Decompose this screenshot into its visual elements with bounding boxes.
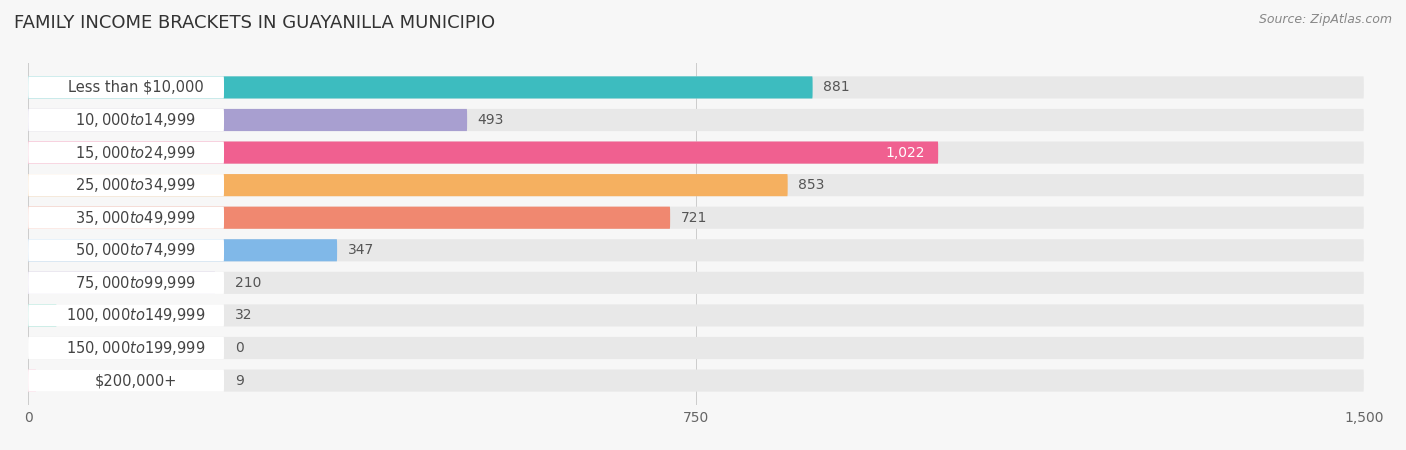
Text: 493: 493 — [478, 113, 505, 127]
FancyBboxPatch shape — [28, 109, 467, 131]
FancyBboxPatch shape — [28, 76, 1364, 99]
FancyBboxPatch shape — [28, 174, 224, 196]
Text: 721: 721 — [681, 211, 707, 225]
FancyBboxPatch shape — [28, 207, 671, 229]
Text: FAMILY INCOME BRACKETS IN GUAYANILLA MUNICIPIO: FAMILY INCOME BRACKETS IN GUAYANILLA MUN… — [14, 14, 495, 32]
FancyBboxPatch shape — [28, 174, 787, 196]
FancyBboxPatch shape — [28, 239, 337, 261]
FancyBboxPatch shape — [28, 304, 56, 327]
FancyBboxPatch shape — [28, 304, 224, 327]
FancyBboxPatch shape — [28, 207, 224, 229]
Text: $15,000 to $24,999: $15,000 to $24,999 — [76, 144, 197, 162]
FancyBboxPatch shape — [28, 239, 1364, 261]
FancyBboxPatch shape — [28, 304, 1364, 327]
FancyBboxPatch shape — [28, 207, 1364, 229]
Text: 853: 853 — [799, 178, 825, 192]
Text: Source: ZipAtlas.com: Source: ZipAtlas.com — [1258, 14, 1392, 27]
Text: $75,000 to $99,999: $75,000 to $99,999 — [76, 274, 197, 292]
FancyBboxPatch shape — [28, 141, 938, 164]
FancyBboxPatch shape — [28, 369, 224, 392]
Text: $200,000+: $200,000+ — [94, 373, 177, 388]
Text: 1,022: 1,022 — [886, 145, 925, 160]
FancyBboxPatch shape — [28, 272, 1364, 294]
Text: 347: 347 — [347, 243, 374, 257]
Text: Less than $10,000: Less than $10,000 — [67, 80, 204, 95]
Text: $25,000 to $34,999: $25,000 to $34,999 — [76, 176, 197, 194]
Text: $100,000 to $149,999: $100,000 to $149,999 — [66, 306, 205, 324]
FancyBboxPatch shape — [28, 109, 224, 131]
Text: 881: 881 — [824, 81, 851, 94]
Text: 32: 32 — [235, 308, 252, 323]
Text: 9: 9 — [235, 374, 243, 387]
Text: $35,000 to $49,999: $35,000 to $49,999 — [76, 209, 197, 227]
Text: 210: 210 — [235, 276, 262, 290]
Text: 0: 0 — [235, 341, 243, 355]
FancyBboxPatch shape — [28, 76, 224, 99]
FancyBboxPatch shape — [28, 109, 1364, 131]
FancyBboxPatch shape — [28, 141, 224, 164]
FancyBboxPatch shape — [28, 272, 215, 294]
FancyBboxPatch shape — [28, 337, 1364, 359]
FancyBboxPatch shape — [28, 369, 1364, 392]
FancyBboxPatch shape — [28, 76, 813, 99]
FancyBboxPatch shape — [28, 272, 224, 294]
FancyBboxPatch shape — [28, 174, 1364, 196]
Text: $50,000 to $74,999: $50,000 to $74,999 — [76, 241, 197, 259]
FancyBboxPatch shape — [28, 141, 1364, 164]
FancyBboxPatch shape — [28, 337, 224, 359]
FancyBboxPatch shape — [28, 369, 37, 392]
Text: $150,000 to $199,999: $150,000 to $199,999 — [66, 339, 205, 357]
FancyBboxPatch shape — [28, 239, 224, 261]
Text: $10,000 to $14,999: $10,000 to $14,999 — [76, 111, 197, 129]
